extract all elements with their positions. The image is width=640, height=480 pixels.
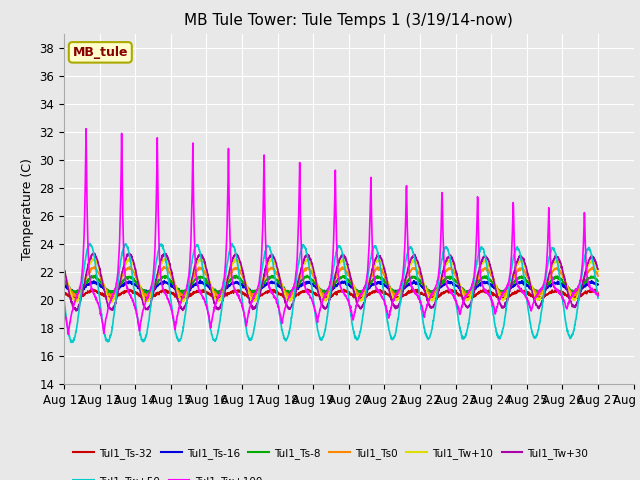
Title: MB Tule Tower: Tule Temps 1 (3/19/14-now): MB Tule Tower: Tule Temps 1 (3/19/14-now… [184,13,513,28]
Y-axis label: Temperature (C): Temperature (C) [20,158,34,260]
Text: MB_tule: MB_tule [72,46,128,59]
Legend: Tul1_Tw+50, Tul1_Tw+100: Tul1_Tw+50, Tul1_Tw+100 [69,472,266,480]
